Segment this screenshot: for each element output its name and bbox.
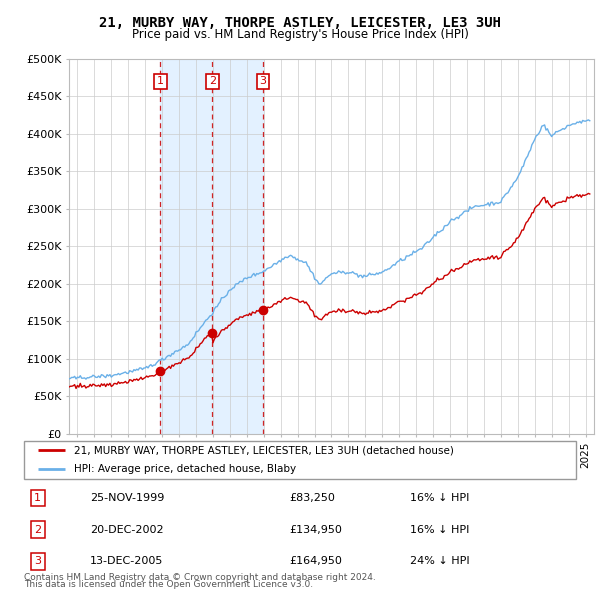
Text: 2: 2 (209, 77, 216, 87)
Text: Price paid vs. HM Land Registry's House Price Index (HPI): Price paid vs. HM Land Registry's House … (131, 28, 469, 41)
Text: 3: 3 (259, 77, 266, 87)
Text: 16% ↓ HPI: 16% ↓ HPI (410, 493, 470, 503)
Text: £134,950: £134,950 (289, 525, 342, 535)
Text: 13-DEC-2005: 13-DEC-2005 (90, 556, 164, 566)
Text: 21, MURBY WAY, THORPE ASTLEY, LEICESTER, LE3 3UH: 21, MURBY WAY, THORPE ASTLEY, LEICESTER,… (99, 16, 501, 30)
Bar (160, 59, 263, 434)
Text: 20-DEC-2002: 20-DEC-2002 (90, 525, 164, 535)
FancyBboxPatch shape (24, 441, 576, 479)
Text: 3: 3 (34, 556, 41, 566)
Text: 2: 2 (34, 525, 41, 535)
Text: £83,250: £83,250 (289, 493, 335, 503)
Text: 1: 1 (34, 493, 41, 503)
Text: 1: 1 (157, 77, 164, 87)
Text: 16% ↓ HPI: 16% ↓ HPI (410, 525, 470, 535)
Text: HPI: Average price, detached house, Blaby: HPI: Average price, detached house, Blab… (74, 464, 296, 474)
Text: 24% ↓ HPI: 24% ↓ HPI (410, 556, 470, 566)
Text: 25-NOV-1999: 25-NOV-1999 (90, 493, 164, 503)
Text: 21, MURBY WAY, THORPE ASTLEY, LEICESTER, LE3 3UH (detached house): 21, MURBY WAY, THORPE ASTLEY, LEICESTER,… (74, 445, 454, 455)
Text: This data is licensed under the Open Government Licence v3.0.: This data is licensed under the Open Gov… (24, 581, 313, 589)
Text: Contains HM Land Registry data © Crown copyright and database right 2024.: Contains HM Land Registry data © Crown c… (24, 573, 376, 582)
Text: £164,950: £164,950 (289, 556, 342, 566)
